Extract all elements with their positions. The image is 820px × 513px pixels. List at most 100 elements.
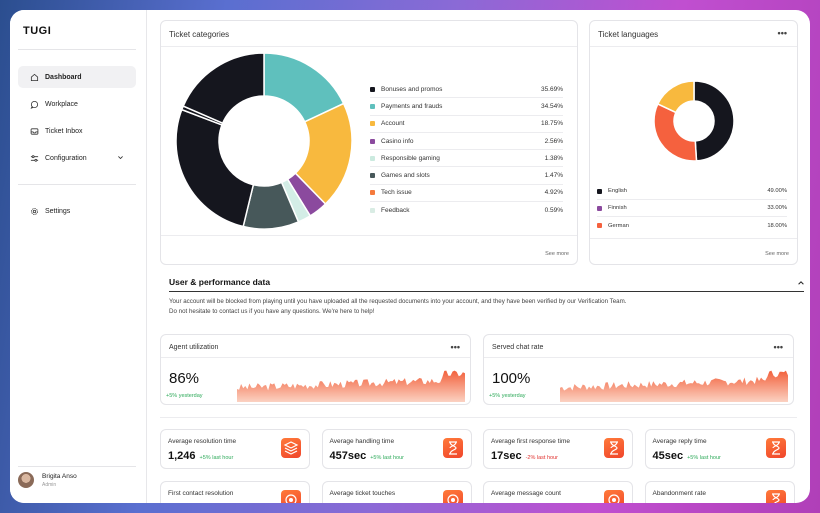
card-divider <box>590 238 797 239</box>
metric-delta: +5% last hour <box>199 455 234 461</box>
metric-title: Average first response time <box>491 438 570 445</box>
legend-swatch <box>597 205 602 211</box>
metric-delta: -2% last hour <box>525 455 558 461</box>
legend-label: Tech issue <box>381 189 412 197</box>
target-icon <box>281 490 301 503</box>
metric-card: Abandonment rate <box>644 481 795 503</box>
metric-number: 45sec <box>652 450 684 462</box>
legend-swatch <box>370 86 375 92</box>
metric-number: 1,246 <box>168 450 196 462</box>
sidebar-item-ticket-inbox[interactable]: Ticket Inbox <box>18 120 136 142</box>
card-title: Served chat rate <box>492 344 544 351</box>
card-divider <box>161 357 470 358</box>
legend-label: Responsible gaming <box>381 154 440 162</box>
ticket-categories-donut-chart <box>175 52 353 230</box>
metric-title: Average resolution time <box>168 438 237 445</box>
card-divider <box>161 235 577 236</box>
chevron-down-icon[interactable] <box>117 154 124 161</box>
account-notice: Your account will be blocked from playin… <box>169 297 626 317</box>
notice-line: Do not hesitate to contact us if you hav… <box>169 308 375 315</box>
agent-utilization-card: Agent utilization ••• 86% +5% yesterday <box>160 334 471 405</box>
card-divider <box>484 357 793 358</box>
ticket-languages-card: Ticket languages ••• English 49.00% Finnis… <box>589 20 798 265</box>
metric-value: 1,246 +5% last hour <box>168 450 233 462</box>
legend-label: Casino info <box>381 137 414 145</box>
sidebar-item-dashboard[interactable]: Dashboard <box>18 66 136 88</box>
card-divider <box>590 46 797 47</box>
donut-slice <box>175 108 255 228</box>
chat-icon <box>30 100 39 109</box>
main-content: Ticket categories Bonuses and promos 35.6… <box>147 10 810 503</box>
legend-label: Bonuses and promos <box>381 85 443 93</box>
legend-swatch <box>370 173 375 179</box>
card-title: Agent utilization <box>169 344 219 351</box>
sidebar-item-settings[interactable]: Settings <box>18 200 136 222</box>
section-divider <box>160 417 797 418</box>
metric-card: Average reply time 45sec +5% last hour <box>644 429 795 469</box>
see-more-link[interactable]: See more <box>765 251 789 257</box>
hourglass-icon <box>442 438 463 458</box>
see-more-link[interactable]: See more <box>545 251 569 257</box>
served-chat-rate-value: 100% <box>492 370 531 387</box>
legend-row: Tech issue 4.92% <box>370 185 563 203</box>
metric-card: Average message count <box>483 481 633 503</box>
ticket-categories-card: Ticket categories Bonuses and promos 35.6… <box>160 20 578 265</box>
chevron-up-icon[interactable] <box>797 279 805 287</box>
home-icon <box>30 73 39 81</box>
metric-title: Average message count <box>491 490 561 497</box>
legend-label: Feedback <box>381 207 410 215</box>
served-chat-rate-sparkline <box>560 370 788 402</box>
more-options-icon[interactable]: ••• <box>773 342 783 352</box>
legend-label: English <box>608 188 628 194</box>
card-title: Ticket languages <box>598 30 659 39</box>
legend-row: German 18.00% <box>597 217 787 234</box>
hourglass-icon <box>765 490 786 503</box>
ticket-categories-legend: Bonuses and promos 35.69% Payments and fra… <box>370 81 563 219</box>
more-options-icon[interactable]: ••• <box>777 28 787 38</box>
sidebar-item-configuration[interactable]: Configuration <box>18 147 136 169</box>
sidebar-divider <box>18 49 136 50</box>
sliders-icon <box>30 154 39 162</box>
served-chat-rate-card: Served chat rate ••• 100% +5% yesterday <box>483 334 794 405</box>
donut-slice <box>693 80 735 162</box>
legend-swatch <box>370 208 375 214</box>
legend-swatch <box>370 103 375 109</box>
sidebar-item-workplace[interactable]: Workplace <box>18 93 136 115</box>
legend-row: English 49.00% <box>597 183 787 200</box>
legend-value: 18.75% <box>540 120 563 128</box>
legend-swatch <box>370 190 375 196</box>
legend-swatch <box>597 188 602 194</box>
hourglass-icon <box>765 438 786 458</box>
notice-line: Your account will be blocked from playin… <box>169 298 627 305</box>
inbox-icon <box>30 127 39 135</box>
app-window: TUGI Dashboard Workplace Ticket Inbox Co… <box>10 10 810 503</box>
sidebar: TUGI Dashboard Workplace Ticket Inbox Co… <box>10 10 147 503</box>
legend-row: Account 18.75% <box>370 116 563 133</box>
target-icon <box>442 490 463 503</box>
layers-icon <box>281 438 301 458</box>
metric-delta: +5% last hour <box>687 455 721 461</box>
sidebar-divider <box>18 184 136 185</box>
more-options-icon[interactable]: ••• <box>450 342 460 352</box>
legend-row: Bonuses and promos 35.69% <box>370 81 563 99</box>
metric-number: 457sec <box>329 450 367 462</box>
metric-title: Average ticket touches <box>329 490 396 497</box>
legend-label: Account <box>381 120 405 128</box>
user-name: Brigita Anso <box>42 472 77 480</box>
served-chat-rate-delta: +5% yesterday <box>489 393 526 399</box>
legend-value: 18.00% <box>767 222 787 229</box>
metric-card: Average ticket touches <box>321 481 472 503</box>
metric-value: 17sec -2% last hour <box>491 450 558 462</box>
target-icon <box>604 490 624 503</box>
metric-title: Abandonment rate <box>652 490 706 497</box>
agent-utilization-delta: +5% yesterday <box>166 393 203 399</box>
legend-value: 2.56% <box>544 137 563 145</box>
legend-row: Responsible gaming 1.38% <box>370 150 563 168</box>
app-logo: TUGI <box>23 25 52 37</box>
section-title: User & performance data <box>169 277 271 287</box>
metric-title: First contact resolution <box>168 490 234 497</box>
user-profile[interactable]: Brigita Anso Admin <box>18 472 77 488</box>
donut-slice <box>656 80 695 114</box>
gear-icon <box>31 207 38 215</box>
metric-title: Average reply time <box>652 438 707 445</box>
